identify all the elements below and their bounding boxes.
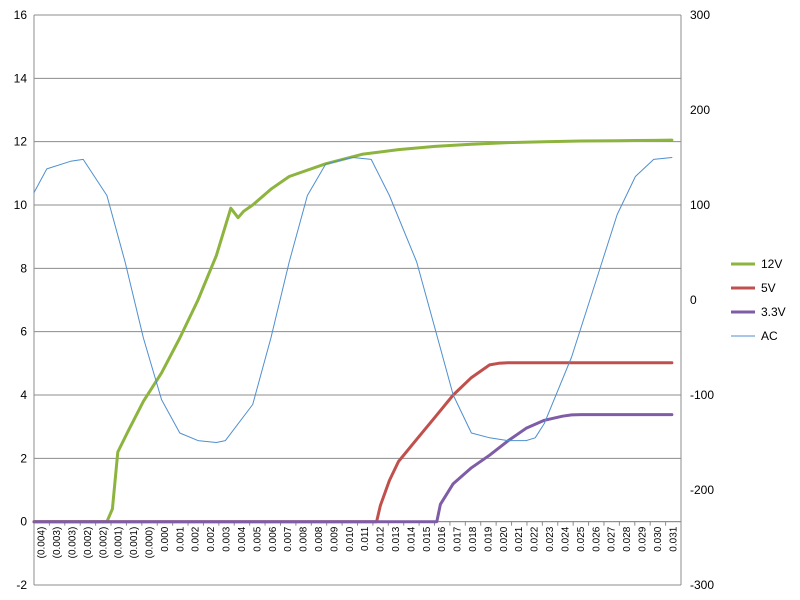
y-tick-label: 0 [20,515,27,529]
series-line-12v [32,138,674,524]
x-tick-label: (0.003) [68,527,79,559]
x-tick-label: 0.004 [237,526,248,551]
x-tick-label: (0.000) [145,527,156,559]
y-tick-label: 2 [20,451,27,465]
x-tick-label: 0.015 [422,526,433,551]
x-tick-label: 0.025 [576,526,587,551]
y2-tick-label: -100 [690,388,714,402]
x-tick-label: 0.002 [191,526,202,551]
y2-tick-label: -200 [690,483,714,497]
x-tick-label: 0.012 [376,526,387,551]
x-tick-label: 0.023 [545,526,556,551]
x-tick-label: 0.001 [175,526,186,551]
y-axis-ticks: -2 0 2 4 6 8 10 12 14 16 [14,8,28,592]
legend-label: 3.3V [761,305,786,319]
x-tick-label: 0.021 [514,526,525,551]
x-tick-label: 0.019 [483,526,494,551]
axes [33,15,682,585]
series-line-33v [32,413,674,524]
x-tick-label: (0.004) [37,527,48,559]
x-tick-label: 0.003 [222,526,233,551]
legend: 12V 5V 3.3V AC [731,257,786,343]
y-tick-label: -2 [16,578,27,592]
y-tick-label: 8 [20,261,27,275]
y2-tick-label: -300 [690,578,714,592]
x-tick-label: 0.026 [591,526,602,551]
x-tick-label: 0.028 [622,526,633,551]
y-tick-label: 16 [14,8,28,22]
x-axis-ticks: (0.004) (0.003) (0.003) (0.002) (0.002) (0.00… [33,521,679,559]
x-tick-label: 0.017 [453,526,464,551]
y-tick-label: 6 [20,325,27,339]
x-tick-label: (0.002) [83,527,94,559]
x-tick-label: (0.002) [98,527,109,559]
x-tick-label: 0.013 [391,526,402,551]
series-line-ac [33,157,673,443]
legend-label: AC [761,329,778,343]
x-tick-label: (0.003) [52,527,63,559]
y-tick-label: 4 [20,388,27,402]
x-tick-label: 0.010 [345,526,356,551]
x-tick-label: 0.011 [360,526,371,551]
y-tick-label: 14 [14,71,28,85]
grid-lines [34,14,681,586]
x-tick-label: (0.001) [129,527,140,559]
x-tick-label: 0.018 [468,526,479,551]
y-tick-label: 10 [14,198,28,212]
x-tick-label: 0.007 [283,526,294,551]
x-tick-label: 0.008 [314,526,325,551]
y2-tick-label: 300 [690,8,710,22]
x-tick-label: 0.008 [299,526,310,551]
x-tick-label: 0.005 [252,526,263,551]
x-tick-label: 0.030 [653,526,664,551]
x-tick-label: 0.020 [499,526,510,551]
x-tick-label: 0.000 [160,526,171,551]
x-tick-label: 0.027 [607,526,618,551]
y-tick-label: 12 [14,135,28,149]
x-tick-label: 0.014 [406,526,417,551]
legend-label: 12V [761,257,782,271]
y2-axis-ticks: -300 -200 -100 0 100 200 300 [690,8,714,592]
series-line-5v [32,361,674,524]
x-tick-label: (0.001) [114,527,125,559]
legend-label: 5V [761,281,776,295]
x-tick-label: 0.031 [668,526,679,551]
x-tick-label: 0.022 [530,526,541,551]
x-tick-label: 0.009 [329,526,340,551]
x-tick-label: 0.002 [206,526,217,551]
series-lines [32,138,674,524]
x-tick-label: 0.024 [560,526,571,551]
x-tick-label: 0.006 [268,526,279,551]
x-tick-label: 0.029 [637,526,648,551]
x-tick-label: 0.016 [437,526,448,551]
y2-tick-label: 100 [690,198,710,212]
y2-tick-label: 200 [690,103,710,117]
y2-tick-label: 0 [690,293,697,307]
